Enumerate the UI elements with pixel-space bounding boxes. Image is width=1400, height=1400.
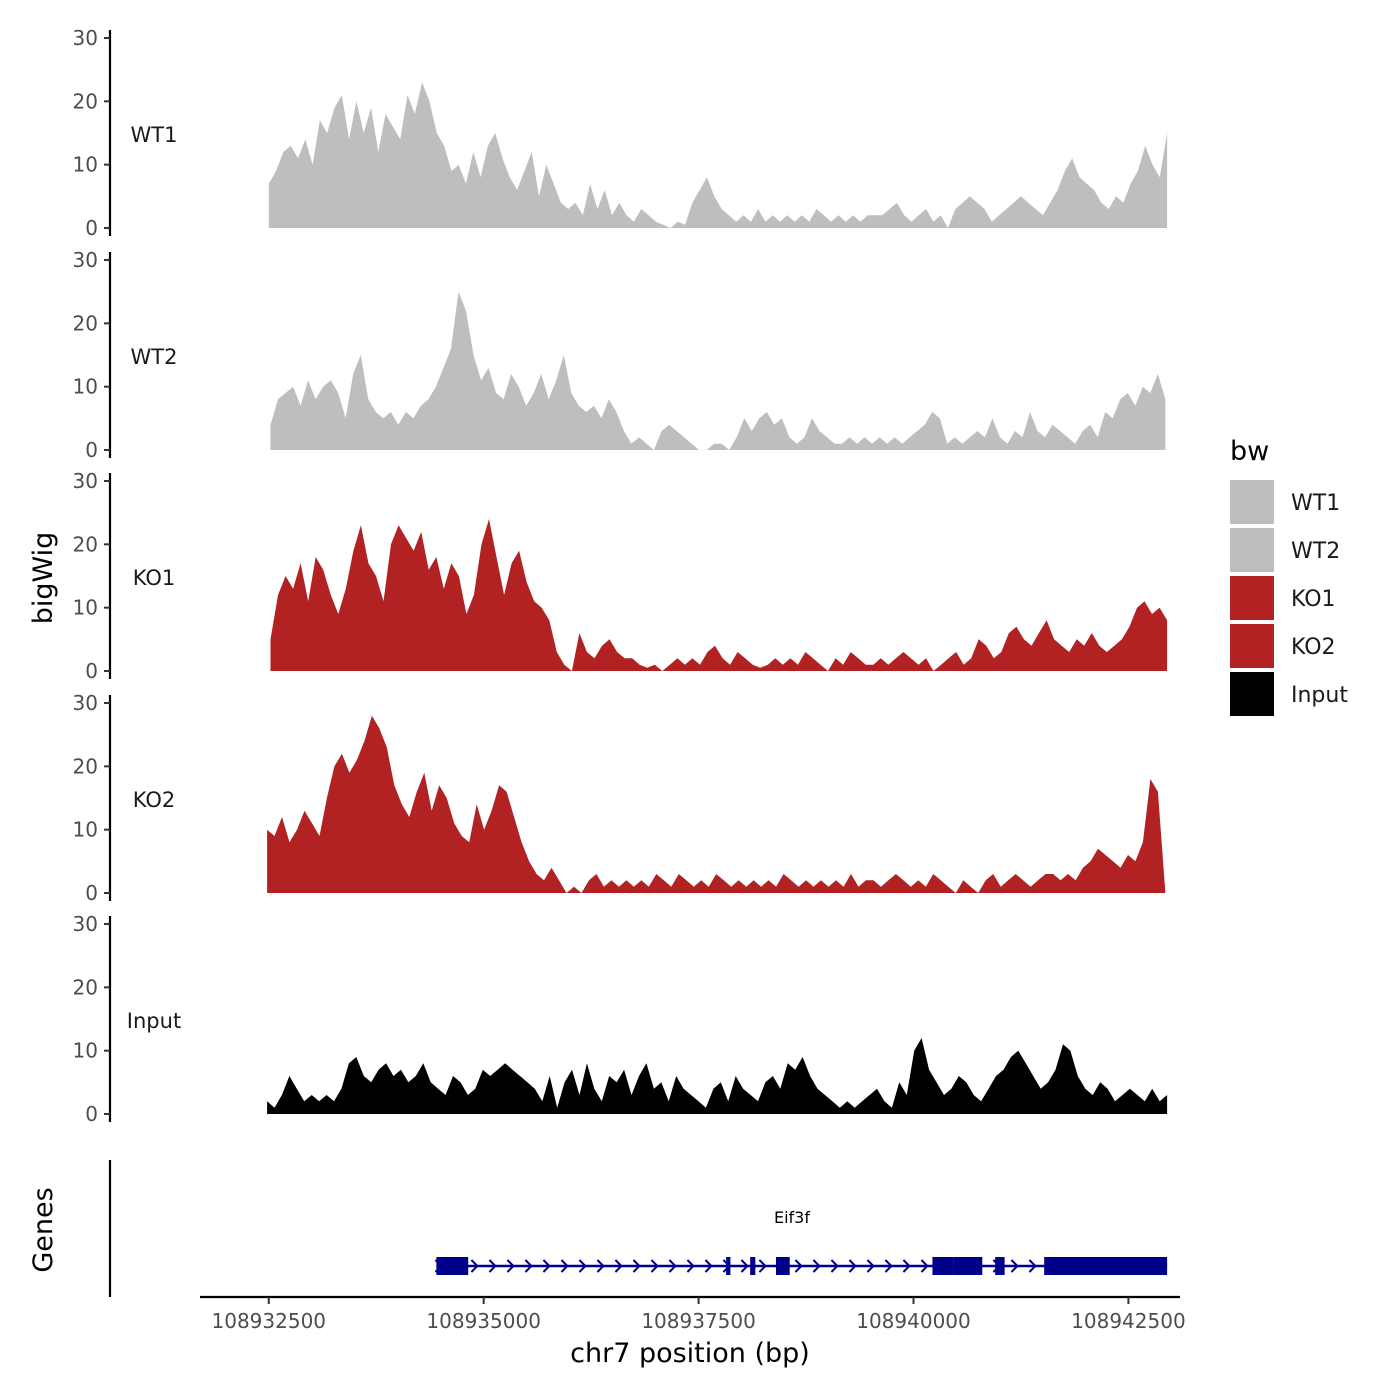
series-area-input [267, 1038, 1168, 1114]
strand-arrow [668, 1259, 677, 1273]
track-panel-input: 0 10 20 30 Input [73, 912, 1168, 1126]
y-tick-label: 10 [73, 596, 98, 620]
legend-swatch-input [1230, 672, 1274, 716]
x-tick-label: 108937500 [641, 1309, 756, 1333]
legend-swatch-wt1 [1230, 480, 1274, 524]
strand-arrow [902, 1259, 911, 1273]
x-axis: 108932500 108935000 108937500 108940000 1089… [200, 1295, 1186, 1333]
track-panel-wt1: 0 10 20 30 WT1 [73, 26, 1168, 240]
track-panel-wt2: 0 10 20 30 WT2 [73, 248, 1166, 462]
strand-arrow [560, 1259, 569, 1273]
strand-arrow [488, 1259, 497, 1273]
y-tick-label: 0 [85, 1102, 98, 1126]
strand-arrow [614, 1259, 623, 1273]
y-tick-label: 30 [73, 469, 98, 493]
x-tick-label: 108935000 [426, 1309, 541, 1333]
legend-swatch-wt2 [1230, 528, 1274, 572]
genes-panel: Eif3f [108, 1160, 1168, 1297]
strand-arrow [506, 1259, 515, 1273]
series-area-wt1 [268, 82, 1168, 228]
y-tick-label: 0 [85, 216, 98, 240]
gene-exon [953, 1257, 983, 1275]
strand-arrow [578, 1259, 587, 1273]
series-area-ko1 [270, 519, 1168, 671]
strand-arrow [920, 1259, 929, 1273]
track-label: KO1 [133, 566, 176, 590]
strand-arrow [740, 1259, 749, 1273]
legend-label-input: Input [1291, 683, 1348, 708]
strand-arrow [1028, 1259, 1037, 1273]
y-tick-label: 10 [73, 1039, 98, 1063]
strand-arrow [794, 1259, 803, 1273]
strand-arrow [1010, 1259, 1019, 1273]
track-label: WT1 [131, 123, 178, 147]
legend: bw WT1 WT2 KO1 KO2 Input [1230, 436, 1348, 716]
y-tick-label: 20 [73, 754, 98, 778]
gene-exon [436, 1257, 469, 1275]
x-axis-title: chr7 position (bp) [570, 1338, 810, 1369]
y-tick-label: 20 [73, 975, 98, 999]
y-tick-label: 10 [73, 818, 98, 842]
strand-arrow [704, 1259, 713, 1273]
legend-title: bw [1230, 436, 1269, 467]
gene-name-label: Eif3f [774, 1208, 810, 1227]
strand-arrow [596, 1259, 605, 1273]
y-tick-label: 30 [73, 248, 98, 272]
legend-label-wt1: WT1 [1291, 491, 1340, 516]
x-tick-label: 108942500 [1071, 1309, 1186, 1333]
legend-label-ko1: KO1 [1291, 587, 1336, 612]
y-tick-label: 30 [73, 912, 98, 936]
y-tick-label: 30 [73, 691, 98, 715]
gene-exon [726, 1257, 731, 1275]
track-label: WT2 [131, 345, 178, 369]
track-label: Input [127, 1009, 181, 1033]
strand-arrow [524, 1259, 533, 1273]
y-tick-label: 0 [85, 438, 98, 462]
genes-axis-title: Genes [28, 1187, 59, 1272]
strand-arrow [632, 1259, 641, 1273]
y-tick-label: 10 [73, 375, 98, 399]
strand-arrow [758, 1259, 767, 1273]
gene-exon [995, 1257, 1005, 1275]
gene-exon [932, 1257, 954, 1275]
series-area-ko2 [267, 715, 1166, 893]
legend-swatch-ko1 [1230, 576, 1274, 620]
strand-arrow [848, 1259, 857, 1273]
track-panels: 0 10 20 30 WT1 0 10 20 30 WT2 0 10 20 30 KO1 0 10 20 30 KO2… [73, 26, 1168, 1126]
track-label: KO2 [133, 788, 176, 812]
gene-model: Eif3f [434, 1208, 1168, 1275]
strand-arrow [812, 1259, 821, 1273]
legend-label-wt2: WT2 [1291, 539, 1340, 564]
strand-arrow [884, 1259, 893, 1273]
strand-arrow [542, 1259, 551, 1273]
legend-label-ko2: KO2 [1291, 635, 1336, 660]
y-tick-label: 10 [73, 153, 98, 177]
gene-exon [750, 1257, 756, 1275]
y-tick-label: 20 [73, 532, 98, 556]
y-tick-label: 30 [73, 26, 98, 50]
y-tick-label: 0 [85, 659, 98, 683]
y-tick-label: 20 [73, 89, 98, 113]
strand-arrow [650, 1259, 659, 1273]
y-axis-title: bigWig [28, 532, 59, 625]
gene-exon [1044, 1257, 1168, 1275]
strand-arrow [686, 1259, 695, 1273]
series-area-wt2 [270, 291, 1166, 450]
y-tick-label: 0 [85, 881, 98, 905]
legend-swatch-ko2 [1230, 624, 1274, 668]
strand-arrow [866, 1259, 875, 1273]
gene-exon [775, 1257, 790, 1275]
track-panel-ko2: 0 10 20 30 KO2 [73, 691, 1166, 905]
strand-arrow [470, 1259, 479, 1273]
x-tick-label: 108932500 [212, 1309, 327, 1333]
x-tick-label: 108940000 [856, 1309, 971, 1333]
track-panel-ko1: 0 10 20 30 KO1 [73, 469, 1168, 683]
strand-arrow [830, 1259, 839, 1273]
y-tick-label: 20 [73, 311, 98, 335]
